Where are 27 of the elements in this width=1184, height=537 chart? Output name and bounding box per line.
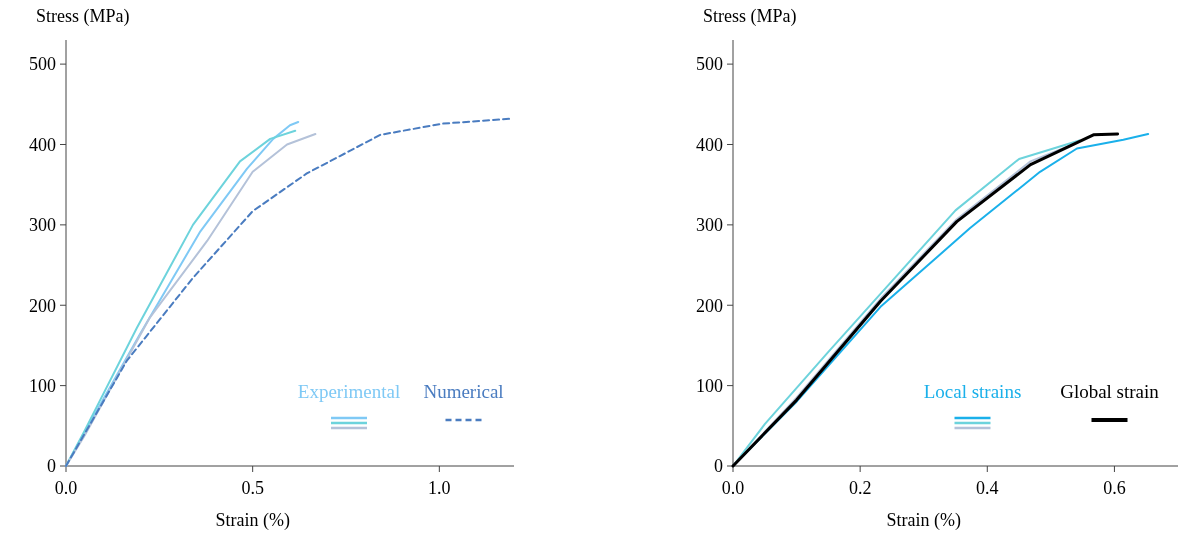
y-tick-label: 500 <box>29 54 56 75</box>
y-tick-label: 300 <box>696 215 723 236</box>
y-tick-label: 100 <box>29 375 56 396</box>
x-tick-label: 1.0 <box>428 478 451 498</box>
x-tick-label: 0.6 <box>1103 478 1126 498</box>
x-tick-label: 0.0 <box>721 478 745 498</box>
x-tick-label: 0.2 <box>848 478 872 498</box>
y-tick-label: 200 <box>29 295 56 316</box>
y-tick-label: 0 <box>47 456 56 477</box>
text: Numerical <box>423 381 504 402</box>
y-tick-label: 500 <box>696 54 723 75</box>
y-tick-label: 300 <box>29 215 56 236</box>
text: Experimental <box>297 381 401 402</box>
x-tick-label: 0.0 <box>54 478 78 498</box>
x-axis-title: Strain (%) <box>886 510 961 531</box>
y-axis-title: Stress (MPa) <box>36 6 130 27</box>
x-tick-label: 0.4 <box>976 478 999 498</box>
y-tick-label: 400 <box>29 134 56 155</box>
y-axis-title: Stress (MPa) <box>703 6 797 27</box>
y-tick-label: 200 <box>696 295 723 316</box>
x-tick-label: 0.5 <box>241 478 264 498</box>
y-tick-label: 400 <box>696 134 723 155</box>
text: Local strains <box>923 381 1022 402</box>
x-axis-title: Strain (%) <box>215 510 290 531</box>
y-tick-label: 0 <box>714 456 723 477</box>
text: Global strain <box>1060 381 1160 402</box>
y-tick-label: 100 <box>696 375 723 396</box>
